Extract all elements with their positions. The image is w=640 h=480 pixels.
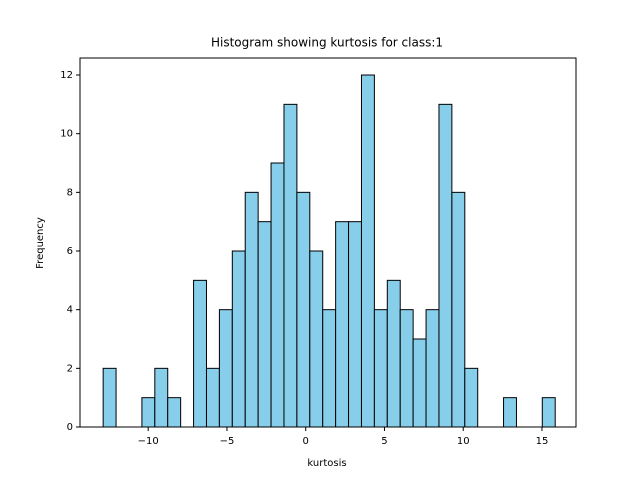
bar xyxy=(141,397,156,428)
bar xyxy=(399,309,414,428)
bar xyxy=(412,338,427,428)
bar xyxy=(257,221,272,428)
bar xyxy=(167,397,182,428)
bar xyxy=(360,74,375,428)
bar xyxy=(283,103,298,428)
bar xyxy=(451,191,466,428)
bar xyxy=(464,367,479,428)
bar xyxy=(322,309,337,428)
y-tick-label: 6 xyxy=(67,246,73,257)
plot-frame xyxy=(79,57,577,428)
y-tick-label: 0 xyxy=(67,422,73,433)
bar xyxy=(154,367,169,428)
bar xyxy=(231,250,246,428)
y-tick-label: 2 xyxy=(67,363,73,374)
chart-title: Histogram showing kurtosis for class:1 xyxy=(211,36,443,50)
x-tick-label: 15 xyxy=(536,436,549,447)
bar xyxy=(348,221,362,428)
y-axis-label: Frequency xyxy=(35,217,46,269)
y-tick-label: 10 xyxy=(60,129,73,140)
x-tick-label: 0 xyxy=(303,436,309,447)
bar xyxy=(425,309,440,428)
bar xyxy=(438,103,453,428)
bar xyxy=(296,191,311,428)
bar xyxy=(193,279,207,428)
y-tick-label: 8 xyxy=(67,187,73,198)
bar xyxy=(309,250,324,428)
y-tick-label: 4 xyxy=(67,305,73,316)
bar xyxy=(270,162,285,428)
bar xyxy=(386,279,401,428)
x-axis-label: kurtosis xyxy=(307,458,346,469)
x-tick-label: −10 xyxy=(138,436,159,447)
y-tick-label: 12 xyxy=(60,70,73,81)
bar xyxy=(503,397,517,428)
x-tick-label: 10 xyxy=(457,436,470,447)
bar xyxy=(541,397,556,428)
x-tick-label: 5 xyxy=(381,436,387,447)
bar xyxy=(205,367,220,428)
x-tick-label: −5 xyxy=(220,436,235,447)
bar xyxy=(218,309,233,428)
bar xyxy=(102,367,117,428)
bar xyxy=(335,221,350,428)
bar xyxy=(244,191,259,428)
bar xyxy=(373,309,388,428)
